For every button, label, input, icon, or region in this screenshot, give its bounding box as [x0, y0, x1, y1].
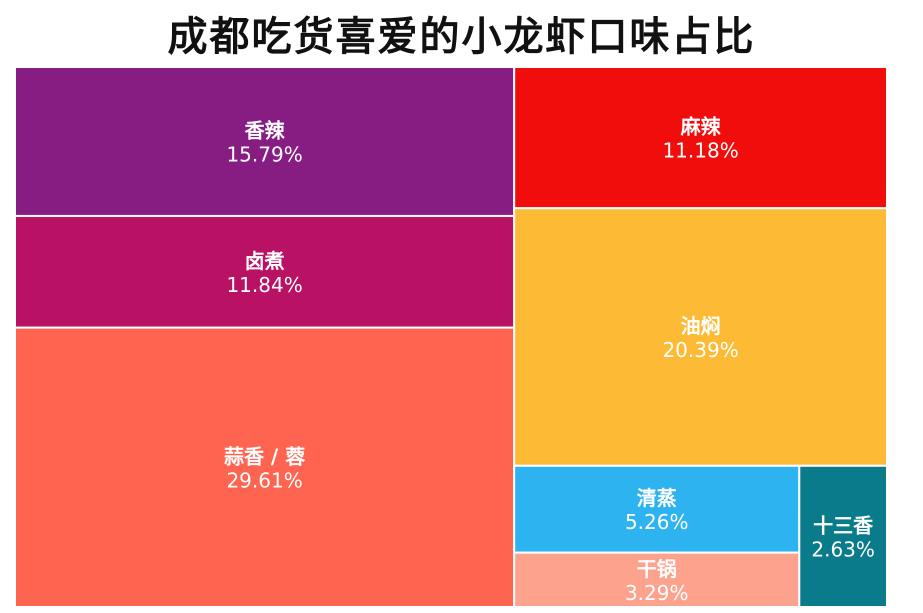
tile-value-mala: 11.18% [662, 139, 738, 163]
treemap-tile-xiangla [14, 66, 516, 217]
tile-value-xiangla: 15.79% [226, 142, 302, 166]
tile-name-mala: 麻辣 [680, 115, 722, 139]
tile-value-shisanxiang: 2.63% [811, 537, 875, 561]
chart-title: 成都吃货喜爱的小龙虾口味占比 [167, 14, 756, 60]
tile-value-youmen: 20.39% [662, 338, 738, 362]
tile-value-qingzheng: 5.26% [625, 510, 689, 534]
tile-name-luzhu: 卤煮 [245, 249, 285, 273]
tile-name-youmen: 油焖 [681, 314, 721, 338]
treemap-tile-mala [513, 66, 889, 210]
tile-name-gangguo: 干锅 [637, 557, 677, 581]
treemap-tile-suanxiang [14, 326, 516, 608]
tile-value-gangguo: 3.29% [625, 581, 689, 605]
treemap-tile-shisanxiang [798, 464, 889, 609]
tile-value-luzhu: 11.84% [226, 273, 302, 297]
tile-name-suanxiang: 蒜香 / 蓉 [224, 444, 305, 468]
tile-name-shisanxiang: 十三香 [813, 513, 874, 537]
tile-name-qingzheng: 清蒸 [637, 486, 677, 510]
treemap-tile-luzhu [14, 214, 516, 329]
tile-value-suanxiang: 29.61% [226, 468, 302, 492]
tile-name-xiangla: 香辣 [245, 118, 286, 142]
